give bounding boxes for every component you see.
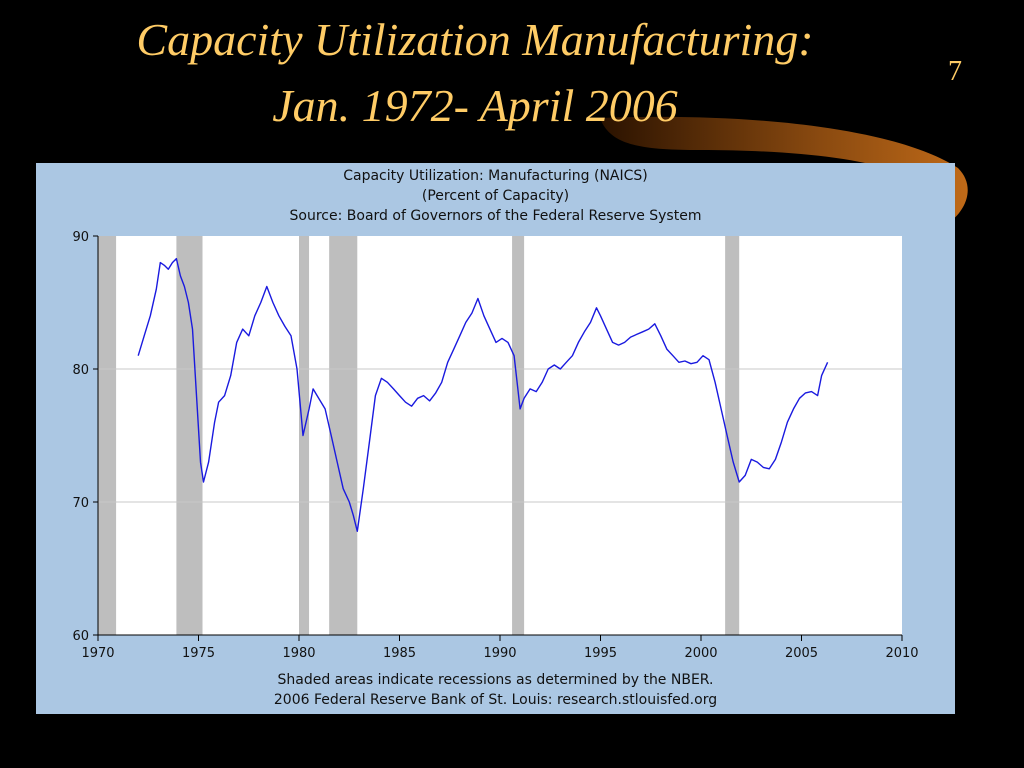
page-number: 7 [948,56,962,87]
line-chart: 60 70 80 90 1970 1975 1980 1985 1990 1995 2000 2005… [72,230,918,661]
x-tick-label-2010: 2010 [885,646,918,661]
recession-band-5 [725,236,740,635]
chart-footnote: Shaded areas indicate recessions as dete… [277,672,714,688]
recession-band-3 [329,236,358,635]
y-tick-label-60: 60 [72,629,89,644]
slide-title-line-1: Capacity Utilization Manufacturing: [136,14,814,65]
x-tick-label-1970: 1970 [81,646,114,661]
x-tick-label-1980: 1980 [282,646,315,661]
x-tick-label-2000: 2000 [684,646,717,661]
recession-band-1 [176,236,203,635]
x-tick-label-2005: 2005 [785,646,818,661]
recession-band-0 [98,236,117,635]
y-tick-label-80: 80 [72,363,89,378]
y-tick-label-70: 70 [72,496,89,511]
chart-title: Capacity Utilization: Manufacturing (NAI… [343,168,648,184]
x-tick-label-1985: 1985 [383,646,416,661]
y-tick-label-90: 90 [72,230,89,245]
x-tick-label-1995: 1995 [584,646,617,661]
chart-credit: 2006 Federal Reserve Bank of St. Louis: … [273,692,718,708]
x-tick-label-1975: 1975 [182,646,215,661]
recession-band-2 [299,236,310,635]
plot-area [98,236,902,635]
series-line-0 [137,257,829,532]
slide-title-line-2: Jan. 1972- April 2006 [272,80,678,131]
recession-band-4 [512,236,525,635]
chart-panel: Capacity Utilization: Manufacturing (NAI… [36,163,955,714]
x-tick-label-1990: 1990 [483,646,516,661]
chart-subtitle: (Percent of Capacity) [421,188,570,204]
chart-source: Source: Board of Governors of the Federa… [289,208,702,224]
